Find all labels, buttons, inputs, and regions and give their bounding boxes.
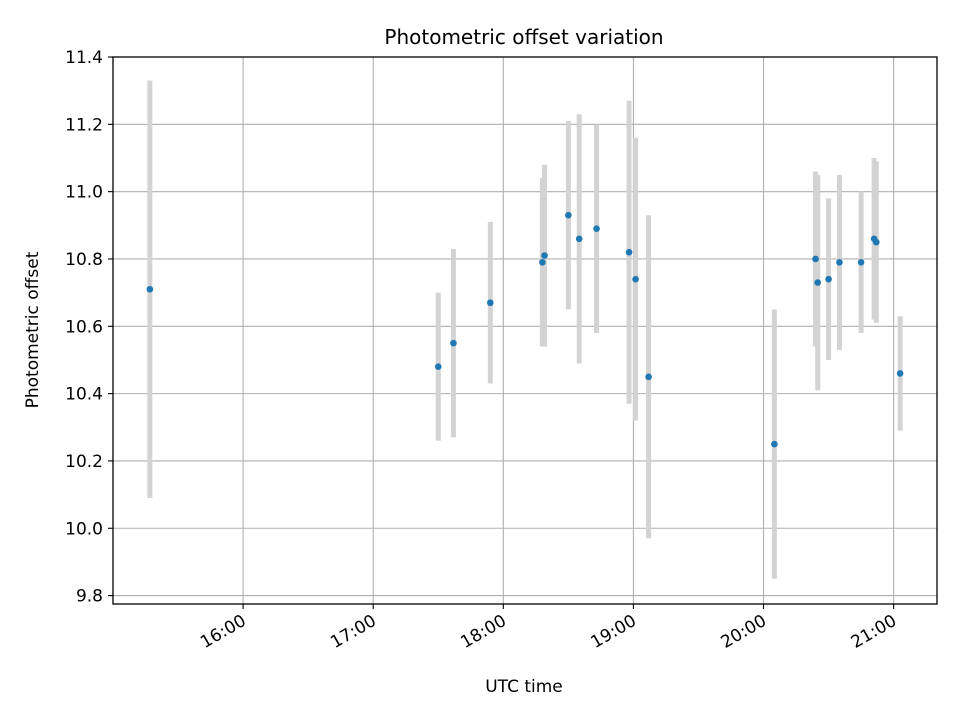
- data-point: [146, 285, 154, 293]
- data-point: [575, 235, 583, 243]
- data-points: [146, 211, 904, 448]
- y-tick-label: 11.0: [65, 183, 103, 203]
- data-point: [487, 299, 494, 307]
- data-point: [771, 440, 778, 448]
- data-point: [896, 370, 904, 377]
- data-point: [565, 211, 572, 219]
- y-axis-label: Photometric offset: [23, 251, 43, 408]
- data-point: [814, 279, 822, 286]
- y-tick-label: 11.4: [65, 48, 103, 68]
- y-tick-label: 10.2: [65, 452, 103, 472]
- data-point: [645, 373, 652, 381]
- y-tick-label: 9.8: [76, 587, 103, 607]
- chart-title: Photometric offset variation: [384, 25, 663, 49]
- data-point: [541, 252, 548, 259]
- data-point: [825, 275, 832, 283]
- data-point: [539, 259, 546, 266]
- y-tick-label: 10.4: [65, 385, 103, 405]
- data-point: [593, 225, 600, 232]
- data-point: [625, 248, 633, 256]
- data-point: [812, 255, 819, 263]
- x-axis-label: UTC time: [485, 677, 563, 697]
- y-tick-label: 10.8: [65, 250, 103, 270]
- y-tick-label: 10.0: [65, 519, 103, 539]
- data-point: [434, 363, 442, 370]
- data-point: [872, 238, 880, 246]
- data-point: [857, 259, 865, 266]
- data-point: [836, 259, 843, 266]
- plot-frame: [112, 56, 938, 605]
- y-tick-label: 11.2: [65, 115, 103, 135]
- y-tick-label: 10.6: [65, 317, 103, 337]
- data-point: [450, 339, 457, 347]
- data-point: [632, 275, 639, 283]
